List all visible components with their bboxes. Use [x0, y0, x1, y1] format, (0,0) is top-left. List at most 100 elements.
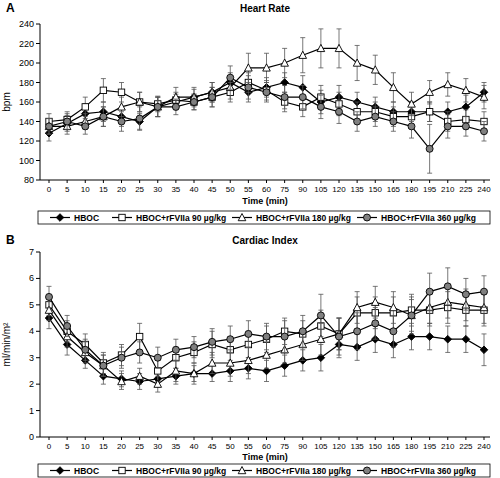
error-cap: [155, 347, 160, 348]
marker: [317, 312, 324, 319]
marker: [372, 320, 379, 327]
error-bar: [391, 315, 396, 347]
error-cap: [427, 310, 432, 311]
error-cap: [482, 323, 487, 324]
error-bar: [119, 112, 124, 132]
x-tick-label: 55: [244, 185, 253, 194]
error-cap: [246, 347, 251, 348]
marker: [317, 103, 324, 110]
error-bar: [409, 115, 414, 138]
error-cap: [137, 92, 142, 93]
marker: [119, 467, 125, 473]
x-tick-label: 195: [423, 442, 437, 451]
x-tick: [284, 437, 285, 440]
x-tick: [67, 437, 68, 440]
x-tick: [320, 437, 321, 440]
y-tick-label: 220: [19, 39, 34, 49]
error-cap: [47, 320, 52, 321]
x-tick-label: 45: [208, 185, 217, 194]
error-bar: [228, 66, 233, 89]
marker: [136, 333, 142, 339]
error-bar: [192, 337, 197, 358]
error-cap: [119, 368, 124, 369]
x-tick: [230, 437, 231, 440]
error-bar: [192, 94, 197, 110]
error-cap: [264, 82, 269, 83]
marker: [281, 362, 289, 370]
error-cap: [300, 85, 305, 86]
error-bar: [463, 278, 468, 310]
error-cap: [119, 389, 124, 390]
marker: [408, 333, 416, 341]
marker: [481, 288, 488, 295]
marker: [100, 87, 106, 93]
marker: [100, 362, 108, 369]
x-tick: [411, 437, 412, 440]
x-tick: [357, 437, 358, 440]
y-tick: [36, 357, 40, 358]
error-cap: [373, 126, 378, 127]
error-cap: [47, 113, 52, 114]
marker: [281, 94, 288, 101]
error-cap: [373, 102, 378, 103]
error-cap: [173, 360, 178, 361]
error-cap: [391, 291, 396, 292]
error-cap: [65, 134, 70, 135]
error-cap: [427, 103, 432, 104]
error-cap: [482, 141, 487, 142]
error-cap: [373, 339, 378, 340]
error-cap: [192, 336, 197, 337]
series-line: [49, 78, 484, 149]
series: [45, 286, 488, 392]
error-cap: [282, 77, 287, 78]
error-bar: [101, 355, 106, 376]
error-bar: [373, 308, 378, 340]
marker: [191, 99, 198, 106]
error-cap: [282, 352, 287, 353]
marker: [364, 214, 371, 221]
x-tick-label: 5: [65, 185, 70, 194]
y-tick-label: 7: [29, 247, 34, 257]
error-cap: [173, 339, 178, 340]
x-tick-label: 180: [405, 185, 419, 194]
error-bar: [210, 329, 215, 355]
y-axis: [40, 252, 41, 437]
error-cap: [282, 320, 287, 321]
x-tick: [103, 437, 104, 440]
legend-label: HBOC+rFVIIa 180 µg/kg: [256, 213, 351, 223]
error-cap: [65, 129, 70, 130]
error-bar: [300, 85, 305, 108]
error-cap: [246, 373, 251, 374]
error-cap: [355, 102, 360, 103]
x-tick: [85, 437, 86, 440]
marker: [46, 293, 53, 300]
error-cap: [445, 352, 450, 353]
error-cap: [137, 130, 142, 131]
error-cap: [101, 126, 106, 127]
error-cap: [155, 392, 160, 393]
error-cap: [246, 102, 251, 103]
marker: [208, 359, 216, 366]
error-cap: [173, 99, 178, 100]
x-tick-label: 40: [190, 185, 199, 194]
error-cap: [83, 363, 88, 364]
x-tick-label: 25: [135, 442, 144, 451]
error-cap: [155, 368, 160, 369]
y-tick-label: 0: [29, 432, 34, 442]
marker: [118, 354, 125, 361]
x-tick: [230, 180, 231, 183]
error-bar: [300, 315, 305, 347]
error-cap: [119, 111, 124, 112]
error-cap: [427, 349, 432, 350]
error-cap: [482, 307, 487, 308]
marker: [56, 467, 64, 475]
marker: [364, 467, 371, 474]
series-line: [49, 286, 484, 365]
error-cap: [445, 96, 450, 97]
legend-label: HBOC: [74, 213, 99, 223]
error-cap: [445, 318, 450, 319]
marker: [317, 335, 325, 342]
marker: [281, 333, 288, 340]
error-cap: [337, 318, 342, 319]
error-cap: [300, 108, 305, 109]
